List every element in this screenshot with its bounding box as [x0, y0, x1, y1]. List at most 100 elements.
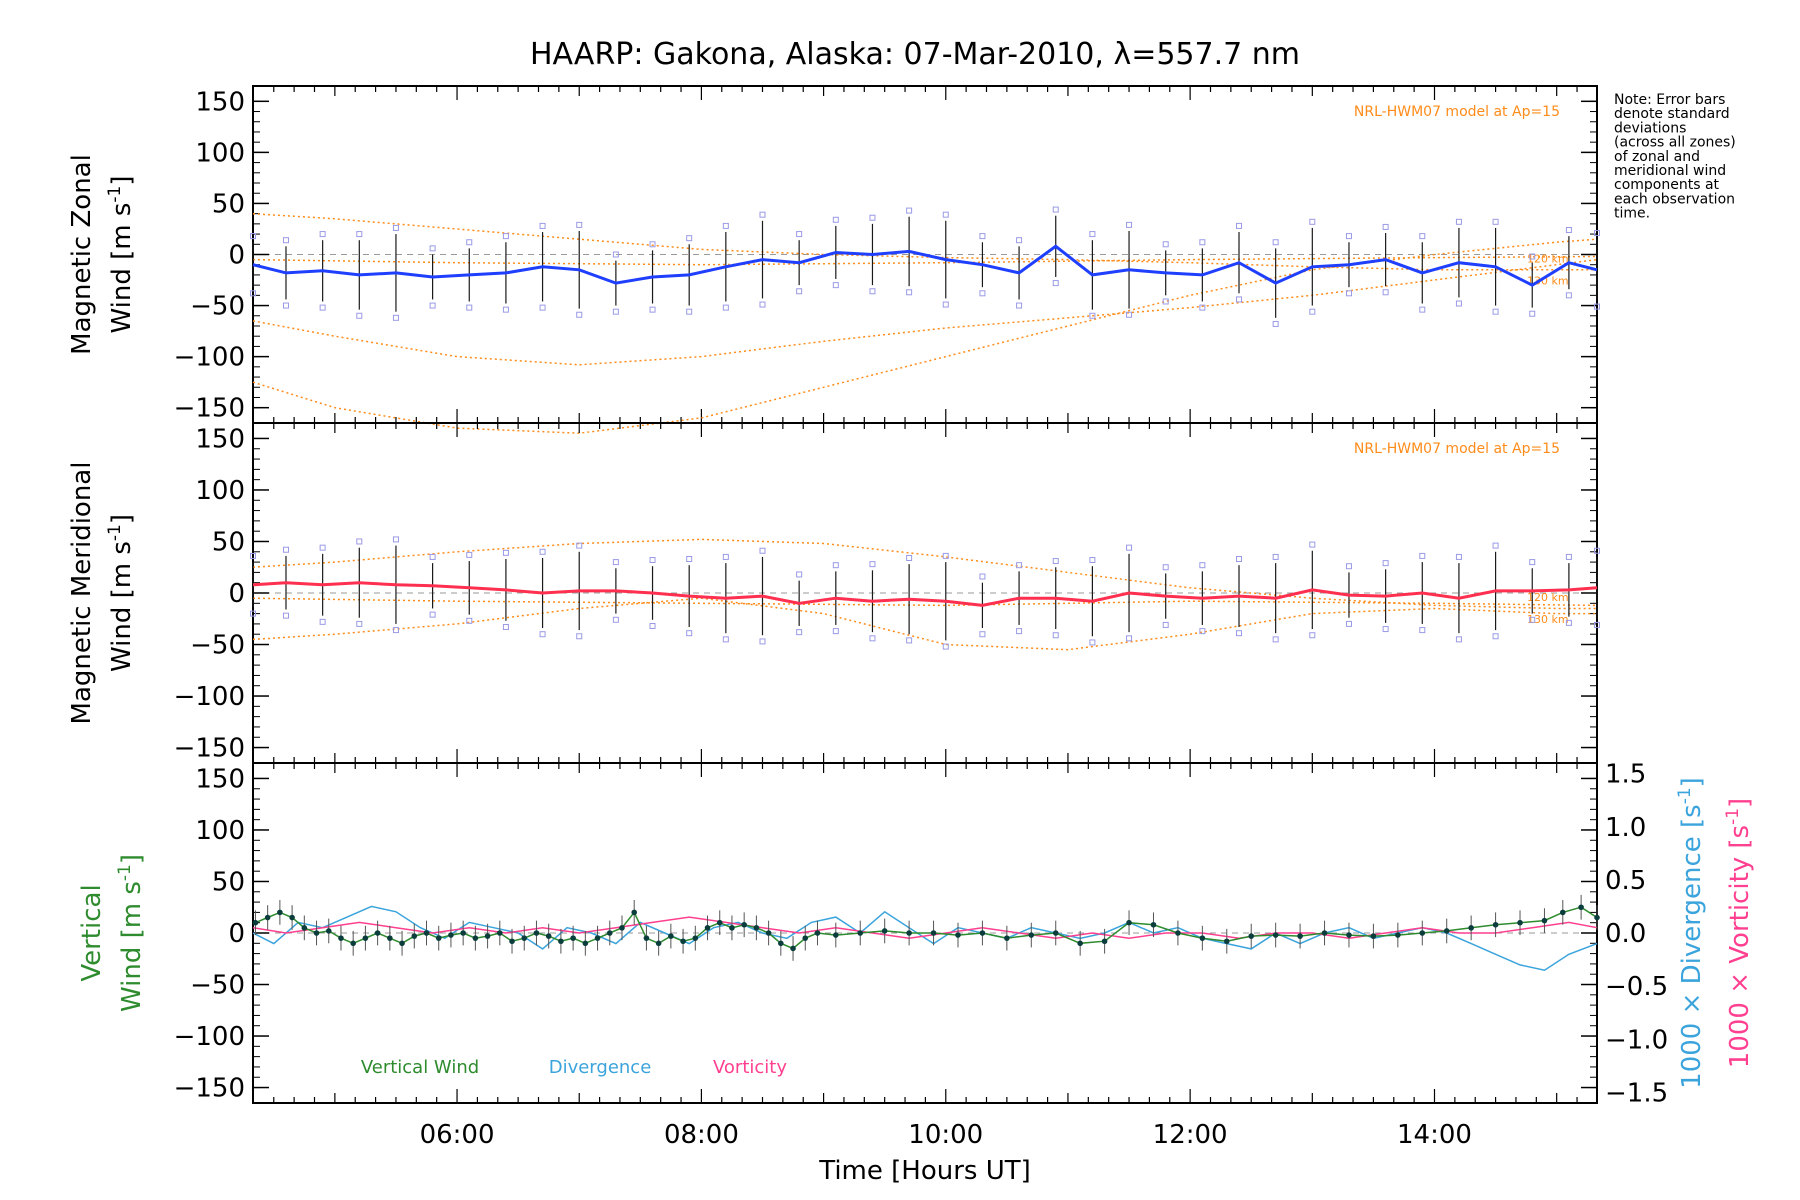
zone-sample: [906, 554, 913, 561]
vertical-wind-point: [1248, 933, 1255, 939]
vertical-wind-line: [255, 906, 1598, 950]
zone-sample: [576, 633, 583, 640]
zone-sample: [759, 547, 766, 554]
x-tick-label: 10:00: [908, 1120, 983, 1150]
vertical-wind-point: [350, 940, 356, 947]
zone-sample: [502, 549, 509, 556]
vertical-wind-point: [857, 930, 864, 936]
zone-sample: [1126, 311, 1133, 318]
vertical-wind-point: [387, 935, 393, 941]
model-curve: [252, 212, 1597, 271]
x-tick-label: 08:00: [664, 1120, 739, 1150]
vertical-wind-point: [833, 932, 839, 938]
vertical-wind-point: [1052, 930, 1059, 936]
zone-sample: [1382, 626, 1389, 633]
model-curve: [252, 538, 1597, 610]
zone-sample: [576, 311, 583, 318]
zone-sample: [906, 289, 913, 296]
zone-sample: [1236, 556, 1243, 562]
vertical-wind-point: [765, 930, 772, 936]
vertical-wind-point: [594, 935, 601, 941]
zone-sample: [282, 612, 289, 619]
chart-title: HAARP: Gakona, Alaska: 07-Mar-2010, λ=55…: [530, 37, 1300, 72]
y-tick-label: 150: [195, 87, 245, 117]
zone-sample: [1565, 553, 1572, 560]
vertical-wind-point: [277, 909, 283, 916]
zone-sample: [869, 214, 876, 221]
zone-sample: [906, 637, 913, 644]
zone-sample: [282, 302, 289, 309]
y-axis-label: Magnetic Meridional Wind [m s-1]: [67, 462, 137, 725]
zone-sample: [1382, 223, 1389, 230]
vertical-wind-point: [1028, 932, 1035, 938]
vertical-wind-point: [497, 930, 503, 936]
legend-item: Vertical Wind: [361, 1057, 479, 1078]
zone-sample: [686, 235, 693, 242]
vertical-wind-point: [668, 933, 674, 939]
zone-sample: [1455, 636, 1462, 643]
y-tick-label: 100: [195, 138, 245, 168]
note-line: each observation: [1614, 191, 1735, 207]
vertical-wind-point: [814, 930, 821, 936]
zone-sample: [1089, 639, 1096, 646]
y-tick-label: 50: [212, 189, 245, 219]
vertical-wind-point: [484, 933, 491, 939]
y-axis-label-line1: Magnetic Meridional: [67, 462, 97, 725]
model-altitude-label: 130 km: [1527, 275, 1569, 288]
vertical-wind-point: [778, 940, 784, 947]
y-tick-label: 0: [228, 579, 245, 609]
zone-sample: [1199, 628, 1206, 635]
vertical-wind-point: [374, 930, 381, 936]
zone-sample: [1492, 218, 1499, 225]
vertical-wind-point: [619, 925, 625, 931]
note-line: of zonal and: [1614, 149, 1700, 165]
vertical-wind-point: [533, 930, 540, 936]
y-tick-label: −50: [190, 971, 245, 1001]
zone-sample: [502, 306, 509, 313]
zone-sample: [250, 610, 256, 617]
y-axis-label-line2: Wind [m s-1]: [105, 514, 137, 672]
panel-vertical: −150 −100 −50 0 50 100 150 Vertical Wind [m s-1]…: [77, 760, 1755, 1186]
zone-sample: [1016, 237, 1023, 244]
y-tick-label: 100: [195, 476, 245, 506]
zone-sample: [1455, 553, 1462, 560]
y-tick-label: 0: [228, 241, 245, 271]
vertical-wind-point: [1126, 919, 1132, 926]
y-axis-label: Magnetic Zonal Wind [m s-1]: [67, 154, 137, 355]
note-line: meridional wind: [1614, 163, 1726, 179]
zone-sample: [649, 241, 656, 248]
zone-sample: [392, 627, 399, 634]
zone-sample: [759, 211, 766, 218]
zone-sample: [1272, 553, 1279, 560]
model-curve: [252, 597, 1598, 607]
y-tick-label: −100: [174, 1022, 245, 1052]
zone-sample: [576, 221, 583, 228]
zone-sample: [429, 611, 436, 618]
zone-sample: [356, 231, 363, 238]
zone-sample: [466, 304, 473, 311]
vertical-wind-point: [362, 935, 369, 941]
zone-sample: [979, 631, 986, 638]
zone-sample: [250, 552, 256, 559]
zone-sample: [1016, 562, 1023, 569]
vertical-wind-point: [655, 940, 662, 947]
y-axis-label-line2: Wind [m s-1]: [115, 854, 147, 1012]
zone-sample: [1089, 557, 1096, 564]
zone-sample: [1272, 239, 1279, 246]
vertical-wind-point: [338, 935, 344, 941]
zone-sample: [1236, 630, 1243, 637]
vertical-wind-point: [1175, 930, 1181, 936]
zone-sample: [1565, 619, 1572, 626]
zone-sample: [832, 282, 839, 289]
vertical-wind-point: [631, 909, 638, 916]
panels: −150 −100 −50 0 50 100 150 Magnetic Zonal Wind […: [67, 85, 1755, 1186]
zone-sample: [1345, 290, 1352, 297]
note-line: deviations: [1614, 120, 1686, 136]
note-line: (across all zones): [1614, 135, 1736, 151]
zone-sample: [319, 544, 326, 551]
zone-sample: [356, 620, 363, 627]
y2-label-divergence: 1000 × Divergence [s-1]: [1675, 777, 1707, 1089]
zone-sample: [686, 556, 693, 562]
zone-sample: [1126, 544, 1133, 551]
